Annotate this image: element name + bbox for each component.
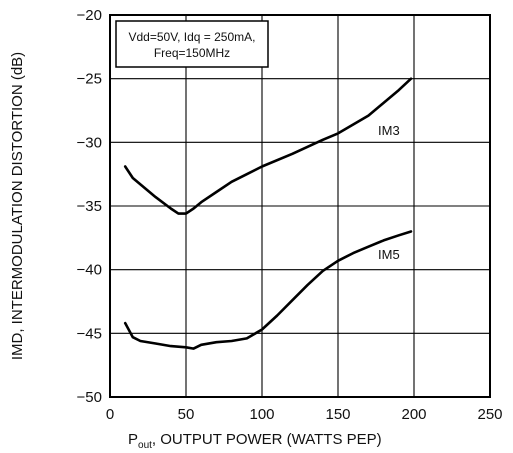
y-tick-label: −30 <box>77 134 102 151</box>
y-axis-label: IMD, INTERMODULATION DISTORTION (dB) <box>9 52 26 360</box>
tick-labels: 0 50 100 150 200 250 −20 −25 −30 −35 −40 −45 −50 <box>77 7 503 423</box>
x-tick-label: 200 <box>401 406 426 423</box>
x-tick-label: 0 <box>106 406 114 423</box>
conditions-line-1: Vdd=50V, Idq = 250mA, <box>129 30 256 44</box>
x-tick-label: 150 <box>325 406 350 423</box>
conditions-line-2: Freq=150MHz <box>154 46 230 60</box>
conditions-box-frame <box>115 20 269 68</box>
series-label-im3: IM3 <box>378 123 400 138</box>
x-axis-label-rest: , OUTPUT POWER (WATTS PEP) <box>152 431 382 448</box>
y-tick-label: −45 <box>77 325 102 342</box>
x-axis-label: Pout, OUTPUT POWER (WATTS PEP) <box>128 431 382 451</box>
grid-lines <box>110 15 490 397</box>
x-tick-label: 50 <box>178 406 195 423</box>
x-tick-label: 100 <box>249 406 274 423</box>
plot-frame <box>109 14 491 398</box>
series-line-im5 <box>123 230 413 350</box>
y-tick-label: −25 <box>77 71 102 88</box>
series-line-im3 <box>123 77 413 215</box>
x-axis-label-sub: out <box>138 440 152 451</box>
x-tick-label: 250 <box>477 406 502 423</box>
series-group <box>123 77 413 350</box>
x-axis-label-p: P <box>128 431 138 448</box>
conditions-box: Vdd=50V, Idq = 250mA, Freq=150MHz <box>115 20 269 68</box>
y-tick-label: −20 <box>77 7 102 24</box>
series-label-im5: IM5 <box>378 247 400 262</box>
y-tick-label: −50 <box>77 389 102 406</box>
y-tick-label: −35 <box>77 198 102 215</box>
y-tick-label: −40 <box>77 262 102 279</box>
